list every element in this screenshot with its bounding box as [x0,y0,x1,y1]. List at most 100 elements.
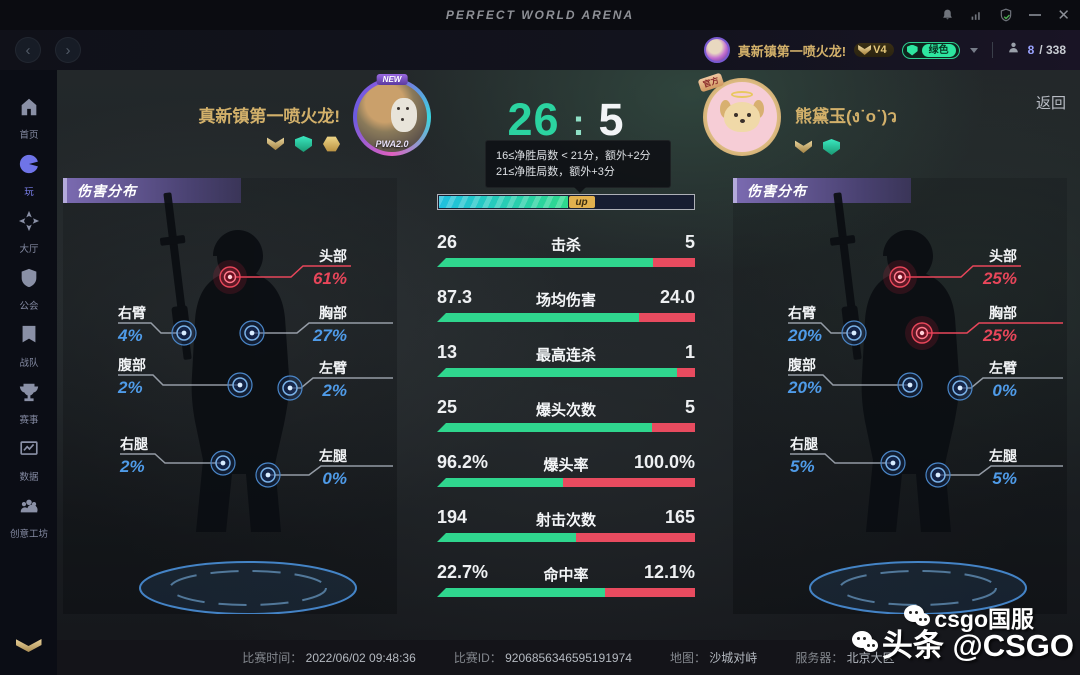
damage-point-blue [277,375,303,401]
sidebar-item-workshop[interactable]: 创意工坊 [0,489,57,546]
lobby-icon [18,210,40,237]
damage-point-blue [925,462,951,488]
stat-compare-bar [437,368,695,377]
sidebar-item-events[interactable]: 赛事 [0,375,57,432]
left-player-badges [198,136,340,152]
damage-point-blue [227,372,253,398]
forward-button[interactable]: › [55,37,81,63]
stat-left-value: 25 [437,397,458,417]
right-score: 5 [598,94,625,145]
damage-point-red [905,316,939,350]
workshop-icon [18,495,40,522]
match-info-bar: 比赛时间： 2022/06/02 09:48:36 比赛ID： 920685634… [57,640,1080,675]
damage-part-value-left-arm: 0% [992,381,1017,400]
hockey-mask-graphic [391,98,417,132]
rating-progress-bar: up [437,194,695,210]
damage-part-label-abdomen: 腹部 [118,357,146,373]
security-shield-check-icon[interactable] [999,8,1013,22]
back-button[interactable]: ‹ [15,37,41,63]
damage-part-label-right-leg: 右腿 [120,436,148,452]
stat-row: 25 爆头次数 5 [437,397,695,452]
left-damage-panel: 伤害分布 头部 61% 右臂 4% 胸部 27% 腹部 2% 左臂 2% 右腿 2% 左腿 0% [63,178,397,614]
stat-label: 爆头次数 [535,402,596,419]
sidebar-item-home[interactable]: 首页 [0,90,57,147]
minimize-icon[interactable] [1029,14,1042,16]
stat-compare-bar [437,478,695,487]
account-avatar[interactable] [703,37,730,63]
left-player-avatar[interactable]: NEW PWA2.0 [353,74,431,156]
damage-part-label-head: 头部 [989,248,1017,264]
sidebar-item-label: 数据 [19,472,38,483]
damage-panel-header: 伤害分布 [733,178,911,203]
return-button[interactable]: 返回 [1035,95,1066,112]
damage-point-blue [171,320,197,346]
app-title: PERFECT WORLD ARENA [445,8,635,22]
damage-part-label-left-arm: 左臂 [989,360,1017,376]
match-result-screen: 真新镇第一喷火龙! NEW PWA2.0 26 : 5 官方 熊 [57,70,1080,640]
wechat-icon [904,605,931,629]
rank-pill[interactable]: 绿色 [901,41,960,59]
damage-point-blue [239,320,265,346]
left-player-block: 真新镇第一喷火龙! [198,102,340,152]
sidebar-item-team[interactable]: 战队 [0,318,57,375]
wechat-icon [851,630,878,655]
stat-right-value: 5 [684,232,695,252]
sidebar-item-label: 赛事 [19,415,38,426]
damage-point-red [213,260,247,294]
damage-part-label-right-arm: 右臂 [118,305,146,321]
stat-label: 命中率 [543,567,589,584]
stat-compare-bar [437,588,695,597]
damage-part-label-left-leg: 左腿 [319,448,347,464]
damage-part-value-right-leg: 5% [790,457,815,476]
damage-part-value-right-arm: 4% [118,326,143,345]
dog-graphic [724,102,760,132]
home-icon [18,96,40,123]
stat-right-value: 12.1% [643,562,695,582]
stat-compare-bar [437,313,695,322]
sidebar-item-label: 玩 [23,187,34,198]
damage-point-blue [255,462,281,488]
stat-label: 击杀 [550,237,581,254]
damage-point-blue [841,320,867,346]
sidebar-item-label: 战队 [19,358,38,369]
sidebar-item-play[interactable]: 玩 [0,147,57,204]
rank-shield-icon [906,44,918,56]
network-signal-icon[interactable] [970,9,983,22]
stat-left-value: 13 [437,342,458,362]
damage-part-value-right-arm: 20% [788,326,823,345]
stat-compare-bar [437,258,695,267]
sidebar-item-lobby[interactable]: 大厅 [0,204,57,261]
gold-chevron-badge-icon [795,140,812,154]
stat-left-value: 22.7% [437,562,489,582]
v-chevron-icon [858,45,872,55]
chevron-down-icon[interactable] [969,47,978,53]
damage-point-blue [897,372,923,398]
right-player-avatar[interactable]: 官方 [697,72,781,156]
close-icon[interactable]: ✕ [1057,6,1070,24]
score-rule-tooltip: 16≤净胜局数 < 21分，额外+2分 21≤净胜局数，额外+3分 [485,140,671,193]
progress-fill [439,196,568,208]
damage-part-label-left-arm: 左臂 [319,360,347,376]
notification-bell-icon[interactable] [941,8,954,22]
halo-graphic [731,91,753,98]
damage-part-value-head: 61% [312,269,347,288]
soldier-silhouette [118,192,393,614]
right-player-badges [795,139,897,155]
account-section: 真新镇第一喷火龙! V4 绿色 8 / 338 [703,30,1066,70]
watermark: csgo国服 头条 @CSGO [851,600,1074,665]
stat-right-value: 24.0 [659,287,695,307]
damage-part-label-right-arm: 右臂 [788,305,816,321]
online-count: 8 / 338 [1027,43,1066,57]
gold-chevrons-icon[interactable] [15,639,42,652]
soldier-silhouette [788,192,1063,614]
stat-row: 13 最高连杀 1 [437,342,695,397]
stat-right-value: 5 [684,397,695,417]
sidebar-item-label: 大厅 [19,244,38,255]
chart-icon [18,438,40,465]
level-badge[interactable]: V4 [854,43,894,57]
sidebar-item-guild[interactable]: 公会 [0,261,57,318]
sidebar-item-data[interactable]: 数据 [0,432,57,489]
damage-panel-header: 伤害分布 [63,178,241,203]
left-player-name: 真新镇第一喷火龙! [198,107,340,126]
